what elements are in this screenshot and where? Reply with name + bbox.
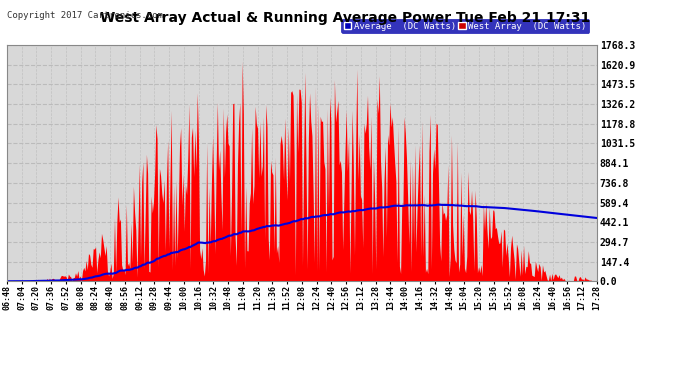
Text: Copyright 2017 Cartronics.com: Copyright 2017 Cartronics.com: [7, 11, 163, 20]
Legend: Average  (DC Watts), West Array  (DC Watts): Average (DC Watts), West Array (DC Watts…: [341, 19, 589, 33]
Text: West Array Actual & Running Average Power Tue Feb 21 17:31: West Array Actual & Running Average Powe…: [100, 11, 590, 25]
